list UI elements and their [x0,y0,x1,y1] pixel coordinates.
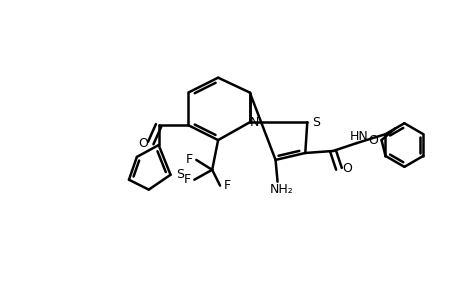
Text: S: S [312,116,319,129]
Text: O: O [138,136,147,150]
Text: N: N [250,116,259,129]
Text: F: F [185,153,192,167]
Text: NH₂: NH₂ [269,183,293,196]
Text: O: O [341,162,351,175]
Text: O: O [368,134,378,147]
Text: S: S [176,168,184,181]
Text: F: F [184,173,190,186]
Text: HN: HN [349,130,367,142]
Text: F: F [223,179,230,192]
